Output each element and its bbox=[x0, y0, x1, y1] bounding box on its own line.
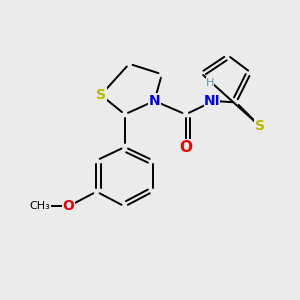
Text: CH₃: CH₃ bbox=[30, 202, 50, 212]
Text: N: N bbox=[208, 94, 220, 108]
Text: N: N bbox=[204, 94, 216, 108]
Text: S: S bbox=[255, 119, 265, 133]
Text: O: O bbox=[179, 140, 192, 154]
Text: H: H bbox=[206, 77, 214, 88]
Text: O: O bbox=[62, 200, 74, 214]
Text: N: N bbox=[148, 94, 160, 108]
Text: S: S bbox=[96, 88, 106, 102]
Text: O: O bbox=[62, 200, 74, 214]
